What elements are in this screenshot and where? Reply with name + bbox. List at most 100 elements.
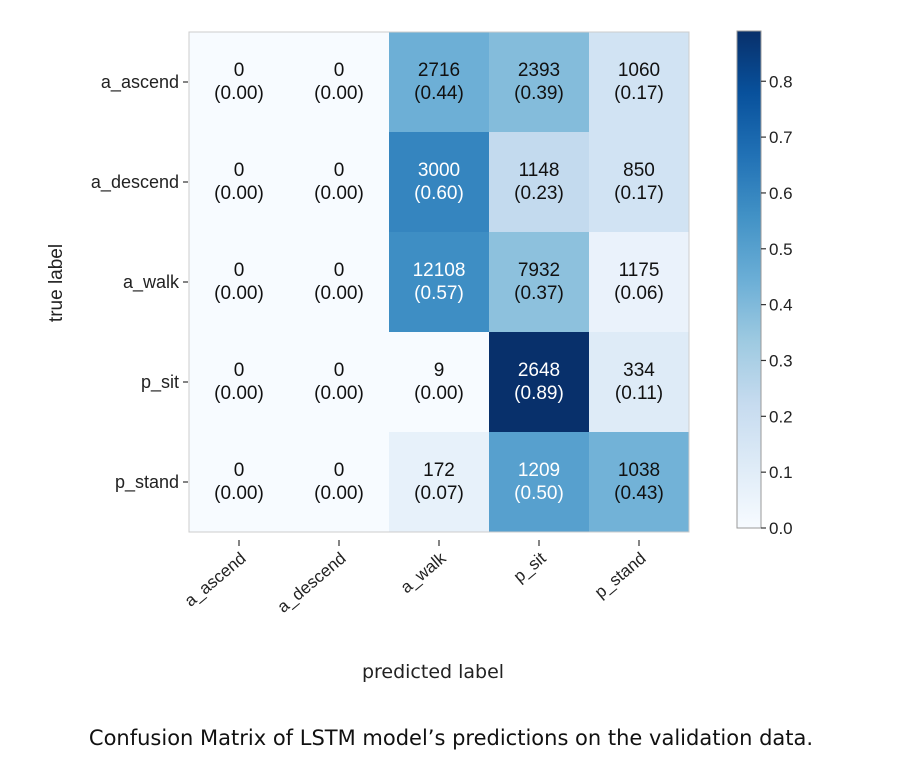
figure-caption: Confusion Matrix of LSTM model’s predict… [88, 726, 814, 750]
heatmap-cell-a_descend-a_walk [389, 132, 489, 232]
cell-count-label: 0 [234, 60, 245, 81]
x-tick-label: p_stand [591, 549, 650, 602]
cell-ratio-label: (0.00) [414, 383, 464, 404]
heatmap-cell-p_sit-a_ascend [189, 332, 289, 432]
cell-count-label: 1209 [518, 460, 560, 481]
cell-ratio-label: (0.00) [214, 383, 264, 404]
cell-count-label: 0 [234, 460, 245, 481]
heatmap-cell-a_walk-a_ascend [189, 232, 289, 332]
y-axis: a_ascend a_descend a_walk p_sit p_stand [91, 72, 188, 493]
cell-count-label: 1175 [619, 260, 660, 281]
cell-ratio-label: (0.39) [514, 83, 564, 104]
cell-ratio-label: (0.89) [514, 383, 564, 404]
colorbar-ticks: 0.0 0.1 0.2 0.3 0.4 0.5 0.6 0.7 0.8 [761, 72, 793, 538]
colorbar-tick-label: 0.6 [769, 184, 793, 203]
heatmap-cell-a_walk-p_sit [489, 232, 589, 332]
cell-ratio-label: (0.57) [414, 283, 464, 304]
cell-count-label: 334 [623, 360, 655, 381]
x-tick-label: a_walk [397, 548, 450, 597]
colorbar-tick-label: 0.3 [769, 351, 793, 370]
cell-count-label: 9 [434, 360, 445, 381]
cell-ratio-label: (0.06) [614, 283, 664, 304]
cell-ratio-label: (0.00) [314, 483, 364, 504]
cell-count-label: 850 [623, 160, 655, 181]
cell-ratio-label: (0.00) [214, 283, 264, 304]
cell-count-label: 3000 [418, 160, 460, 181]
heatmap-cell-p_stand-a_walk [389, 432, 489, 532]
cell-ratio-label: (0.37) [514, 283, 564, 304]
heatmap-cell-a_ascend-p_sit [489, 32, 589, 132]
heatmap-cell-p_stand-a_descend [289, 432, 389, 532]
cell-ratio-label: (0.44) [414, 83, 464, 104]
cell-ratio-label: (0.00) [214, 83, 264, 104]
y-tick-label: p_stand [115, 472, 179, 493]
cell-count-label: 0 [234, 360, 245, 381]
colorbar-tick-label: 0.5 [769, 240, 793, 259]
cell-ratio-label: (0.00) [214, 483, 264, 504]
y-axis-title: true label [46, 244, 67, 322]
cell-ratio-label: (0.00) [314, 383, 364, 404]
heatmap-cell-a_ascend-p_stand [589, 32, 689, 132]
cell-annotations: 0(0.00)0(0.00)2716(0.44)2393(0.39)1060(0… [214, 60, 664, 504]
y-tick-label: a_ascend [101, 72, 179, 93]
x-axis: a_ascend a_descend a_walk p_sit p_stand [181, 540, 650, 617]
cell-count-label: 0 [334, 460, 345, 481]
cell-ratio-label: (0.00) [314, 83, 364, 104]
heatmap-cell-a_descend-a_descend [289, 132, 389, 232]
cell-count-label: 0 [334, 360, 345, 381]
y-tick-label: a_walk [123, 272, 180, 293]
heatmap-cells [188, 31, 690, 533]
confusion-matrix-chart: 0(0.00)0(0.00)2716(0.44)2393(0.39)1060(0… [46, 30, 793, 683]
cell-ratio-label: (0.23) [514, 183, 564, 204]
cell-ratio-label: (0.07) [414, 483, 464, 504]
cell-ratio-label: (0.11) [615, 383, 663, 404]
x-tick-label: p_sit [510, 548, 550, 586]
cell-count-label: 1148 [519, 160, 560, 181]
cell-count-label: 172 [423, 460, 455, 481]
cell-count-label: 2716 [418, 60, 460, 81]
cell-ratio-label: (0.60) [414, 183, 464, 204]
cell-ratio-label: (0.00) [314, 183, 364, 204]
cell-count-label: 12108 [413, 260, 466, 281]
heatmap-cell-a_ascend-a_descend [289, 32, 389, 132]
cell-ratio-label: (0.00) [214, 183, 264, 204]
heatmap-cell-p_sit-p_stand [589, 332, 689, 432]
heatmap-cell-p_sit-p_sit [489, 332, 589, 432]
heatmap-cell-p_sit-a_descend [289, 332, 389, 432]
cell-count-label: 2393 [518, 60, 560, 81]
colorbar-tick-label: 0.2 [769, 407, 793, 426]
colorbar-tick-label: 0.7 [769, 128, 793, 147]
heatmap-cell-a_walk-p_stand [589, 232, 689, 332]
colorbar-tick-label: 0.8 [769, 72, 793, 91]
heatmap-cell-a_walk-a_descend [289, 232, 389, 332]
heatmap-cell-a_descend-p_stand [589, 132, 689, 232]
heatmap-cell-a_descend-a_ascend [189, 132, 289, 232]
y-tick-label: a_descend [91, 172, 179, 193]
colorbar-tick-label: 0.4 [769, 296, 793, 315]
cell-ratio-label: (0.43) [614, 483, 664, 504]
cell-count-label: 0 [334, 160, 345, 181]
colorbar-gradient [736, 30, 762, 529]
cell-ratio-label: (0.50) [514, 483, 564, 504]
x-tick-label: a_ascend [181, 549, 250, 611]
cell-ratio-label: (0.00) [314, 283, 364, 304]
heatmap-cell-p_stand-p_stand [589, 432, 689, 532]
heatmap-cell-a_descend-p_sit [489, 132, 589, 232]
cell-count-label: 1060 [618, 60, 660, 81]
x-axis-title: predicted label [362, 661, 504, 683]
cell-count-label: 7932 [518, 260, 560, 281]
cell-count-label: 0 [334, 260, 345, 281]
y-tick-label: p_sit [141, 372, 179, 393]
plot-frame [188, 31, 690, 533]
colorbar-tick-label: 0.1 [769, 463, 793, 482]
heatmap-cell-a_ascend-a_walk [389, 32, 489, 132]
cell-count-label: 2648 [518, 360, 560, 381]
heatmap-cell-a_ascend-a_ascend [189, 32, 289, 132]
heatmap-cell-p_stand-p_sit [489, 432, 589, 532]
cell-count-label: 1038 [618, 460, 660, 481]
heatmap-cell-p_sit-a_walk [389, 332, 489, 432]
cell-count-label: 0 [234, 160, 245, 181]
x-tick-label: a_descend [274, 549, 350, 617]
heatmap-cell-p_stand-a_ascend [189, 432, 289, 532]
cell-ratio-label: (0.17) [614, 83, 664, 104]
